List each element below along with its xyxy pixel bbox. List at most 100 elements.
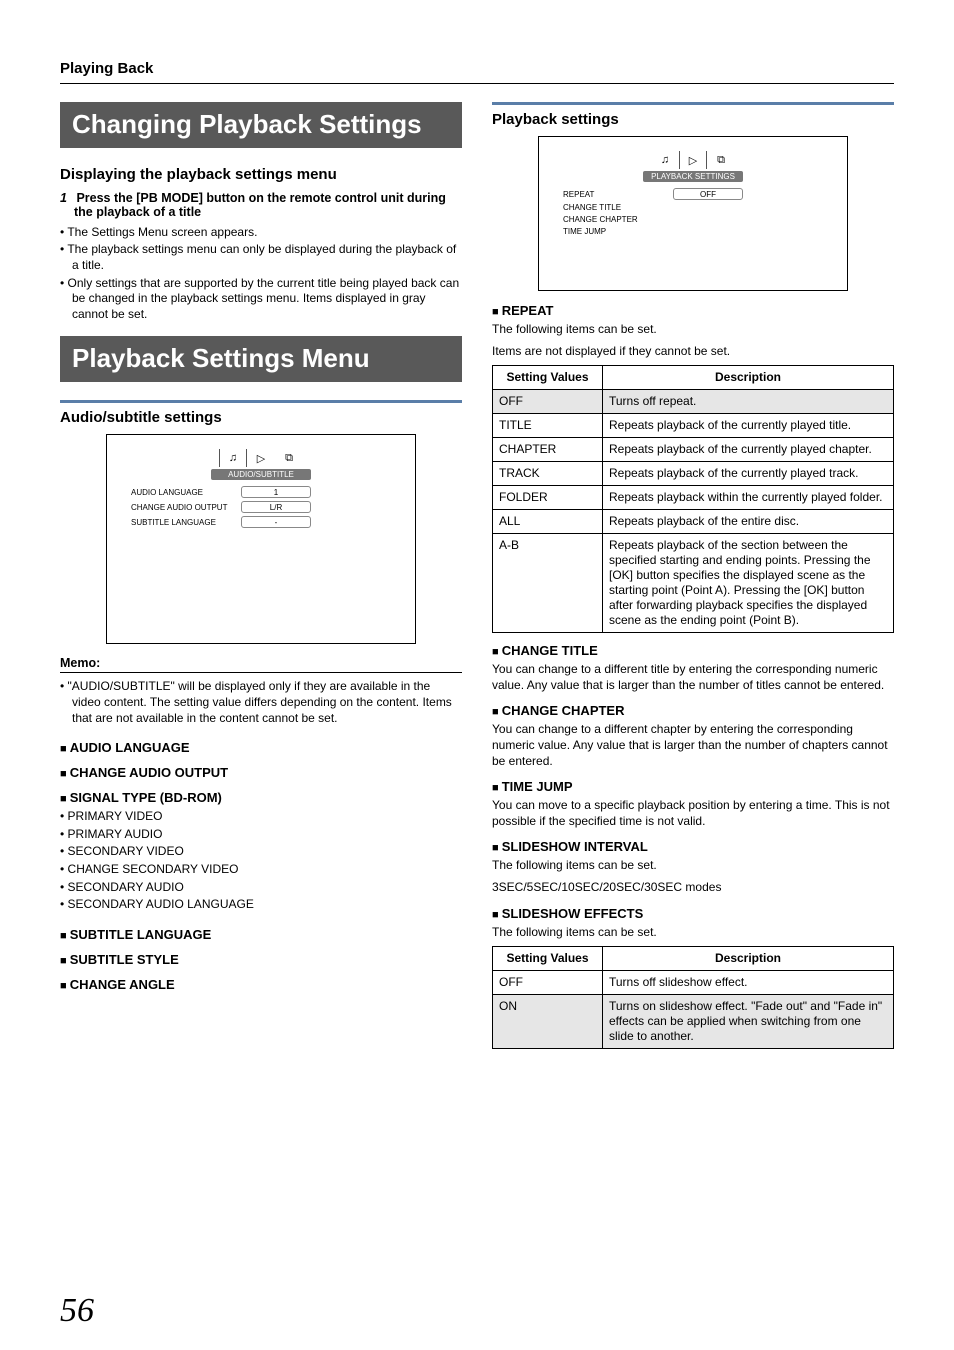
heading-playback-settings: Playback settings <box>492 111 894 128</box>
setting-value: L/R <box>241 501 311 513</box>
cell-desc: Turns on slideshow effect. "Fade out" an… <box>603 995 894 1049</box>
repeat-intro-2: Items are not displayed if they cannot b… <box>492 344 894 360</box>
left-column: Changing Playback Settings Displaying th… <box>60 102 462 1059</box>
step-text: Press the [PB MODE] button on the remote… <box>74 191 446 219</box>
bullet-item: PRIMARY VIDEO <box>60 809 462 825</box>
subhead-audio-language: AUDIO LANGUAGE <box>60 740 462 755</box>
cell-desc: Turns off repeat. <box>603 390 894 414</box>
screenshot-audio-subtitle: ♫ ▷ ⧉ AUDIO/SUBTITLE AUDIO LANGUAGE 1 CH… <box>106 434 416 644</box>
table-row: OFF Turns off repeat. <box>493 390 894 414</box>
subhead-change-chapter: CHANGE CHAPTER <box>492 703 894 718</box>
subhead-signal-type: SIGNAL TYPE (BD-ROM) <box>60 790 462 805</box>
slideshow-effects-intro: The following items can be set. <box>492 925 894 941</box>
right-column: Playback settings ♫ ▷ ⧉ PLAYBACK SETTING… <box>492 102 894 1059</box>
table-row: FOLDER Repeats playback within the curre… <box>493 486 894 510</box>
cell-desc: Repeats playback of the currently played… <box>603 414 894 438</box>
table-row: TITLE Repeats playback of the currently … <box>493 414 894 438</box>
setting-label: CHANGE CHAPTER <box>563 215 673 224</box>
cell-desc: Repeats playback of the section between … <box>603 534 894 633</box>
title-changing-playback-settings: Changing Playback Settings <box>60 102 462 148</box>
accent-rule <box>492 102 894 105</box>
th-setting-values: Setting Values <box>493 947 603 971</box>
bullet-item: SECONDARY VIDEO <box>60 844 462 860</box>
table-row: TRACK Repeats playback of the currently … <box>493 462 894 486</box>
tab-label: PLAYBACK SETTINGS <box>643 171 743 182</box>
cell-desc: Repeats playback of the currently played… <box>603 438 894 462</box>
cell-desc: Repeats playback within the currently pl… <box>603 486 894 510</box>
cell-value: TRACK <box>493 462 603 486</box>
setting-row: AUDIO LANGUAGE 1 <box>131 486 391 498</box>
cell-value: ALL <box>493 510 603 534</box>
memo-rule <box>60 672 462 673</box>
cell-value: CHAPTER <box>493 438 603 462</box>
setting-label: CHANGE AUDIO OUTPUT <box>131 503 241 512</box>
change-chapter-text: You can change to a different chapter by… <box>492 722 894 769</box>
subhead-change-angle: CHANGE ANGLE <box>60 977 462 992</box>
signal-type-bullets: PRIMARY VIDEO PRIMARY AUDIO SECONDARY VI… <box>60 809 462 913</box>
memo-text: "AUDIO/SUBTITLE" will be displayed only … <box>60 679 462 726</box>
cell-value: FOLDER <box>493 486 603 510</box>
page-number: 56 <box>60 1292 94 1330</box>
setting-row: REPEAT OFF <box>563 188 823 200</box>
setting-label: SUBTITLE LANGUAGE <box>131 518 241 527</box>
setting-row: CHANGE TITLE <box>563 203 823 212</box>
table-row: ALL Repeats playback of the entire disc. <box>493 510 894 534</box>
bullet-item: Only settings that are supported by the … <box>60 276 462 323</box>
subhead-change-audio-output: CHANGE AUDIO OUTPUT <box>60 765 462 780</box>
time-jump-text: You can move to a specific playback posi… <box>492 798 894 829</box>
table-row: OFF Turns off slideshow effect. <box>493 971 894 995</box>
subhead-time-jump: TIME JUMP <box>492 779 894 794</box>
tab-image-icon: ⧉ <box>707 151 735 169</box>
subhead-subtitle-style: SUBTITLE STYLE <box>60 952 462 967</box>
repeat-table: Setting Values Description OFF Turns off… <box>492 365 894 633</box>
subhead-subtitle-language: SUBTITLE LANGUAGE <box>60 927 462 942</box>
accent-rule <box>60 400 462 403</box>
cell-desc: Repeats playback of the entire disc. <box>603 510 894 534</box>
heading-display-menu: Displaying the playback settings menu <box>60 166 462 183</box>
setting-label: REPEAT <box>563 190 673 199</box>
tab-label: AUDIO/SUBTITLE <box>211 469 311 480</box>
memo-label: Memo: <box>60 656 462 670</box>
cell-desc: Turns off slideshow effect. <box>603 971 894 995</box>
tab-image-icon: ⧉ <box>275 449 303 467</box>
setting-row: TIME JUMP <box>563 227 823 236</box>
setting-row: SUBTITLE LANGUAGE - <box>131 516 391 528</box>
setting-value: 1 <box>241 486 311 498</box>
step-1: 1 Press the [PB MODE] button on the remo… <box>60 191 462 219</box>
th-setting-values: Setting Values <box>493 366 603 390</box>
tab-audio-icon: ♫ <box>651 151 679 169</box>
cell-value: OFF <box>493 971 603 995</box>
step-number: 1 <box>60 191 67 205</box>
cell-desc: Repeats playback of the currently played… <box>603 462 894 486</box>
bullet-item: CHANGE SECONDARY VIDEO <box>60 862 462 878</box>
cell-value: TITLE <box>493 414 603 438</box>
setting-label: TIME JUMP <box>563 227 673 236</box>
step-bullets: The Settings Menu screen appears. The pl… <box>60 225 462 323</box>
subhead-slideshow-effects: SLIDESHOW EFFECTS <box>492 906 894 921</box>
setting-value: - <box>241 516 311 528</box>
setting-row: CHANGE CHAPTER <box>563 215 823 224</box>
breadcrumb-rule <box>60 83 894 84</box>
th-description: Description <box>603 366 894 390</box>
cell-value: OFF <box>493 390 603 414</box>
slideshow-interval-text2: 3SEC/5SEC/10SEC/20SEC/30SEC modes <box>492 880 894 896</box>
cell-value: A-B <box>493 534 603 633</box>
tab-play-icon: ▷ <box>679 151 707 169</box>
setting-row: CHANGE AUDIO OUTPUT L/R <box>131 501 391 513</box>
table-row: A-B Repeats playback of the section betw… <box>493 534 894 633</box>
repeat-intro-1: The following items can be set. <box>492 322 894 338</box>
bullet-item: SECONDARY AUDIO <box>60 880 462 896</box>
bullet-item: SECONDARY AUDIO LANGUAGE <box>60 897 462 913</box>
memo-bullets: "AUDIO/SUBTITLE" will be displayed only … <box>60 679 462 726</box>
breadcrumb: Playing Back <box>60 60 894 77</box>
table-row: CHAPTER Repeats playback of the currentl… <box>493 438 894 462</box>
cell-value: ON <box>493 995 603 1049</box>
slideshow-interval-text1: The following items can be set. <box>492 858 894 874</box>
bullet-item: The playback settings menu can only be d… <box>60 242 462 273</box>
heading-audio-subtitle: Audio/subtitle settings <box>60 409 462 426</box>
subhead-change-title: CHANGE TITLE <box>492 643 894 658</box>
tab-audio-icon: ♫ <box>219 449 247 467</box>
screenshot-playback-settings: ♫ ▷ ⧉ PLAYBACK SETTINGS REPEAT OFF CHANG… <box>538 136 848 291</box>
table-row: ON Turns on slideshow effect. "Fade out"… <box>493 995 894 1049</box>
setting-value: OFF <box>673 188 743 200</box>
